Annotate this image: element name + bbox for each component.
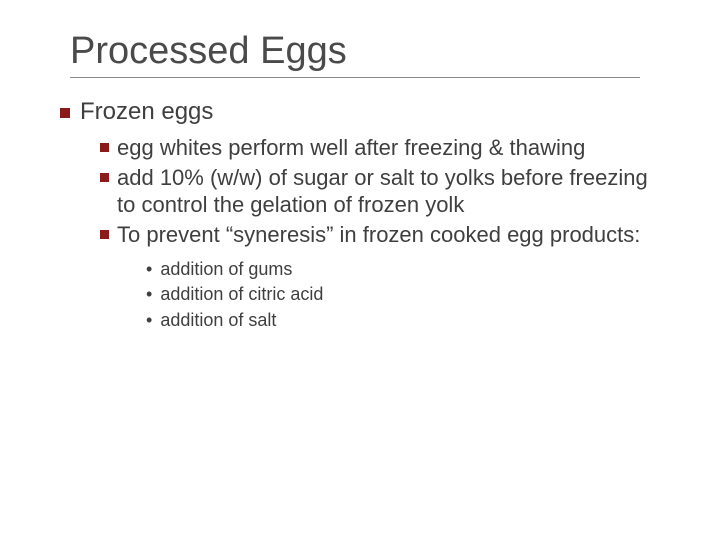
- level3-text: addition of citric acid: [160, 283, 670, 306]
- square-bullet-icon: [100, 173, 109, 182]
- level3-text: addition of gums: [160, 258, 670, 281]
- bullet-level3: • addition of salt: [146, 309, 670, 332]
- dot-bullet-icon: •: [146, 258, 152, 281]
- square-bullet-icon: [100, 143, 109, 152]
- bullet-level3: • addition of gums: [146, 258, 670, 281]
- level2-text: To prevent “syneresis” in frozen cooked …: [117, 221, 670, 249]
- slide-title: Processed Eggs: [70, 30, 670, 73]
- square-bullet-icon: [100, 230, 109, 239]
- title-underline: [70, 77, 640, 78]
- dot-bullet-icon: •: [146, 309, 152, 332]
- bullet-level1: Frozen eggs: [60, 98, 670, 126]
- bullet-level2: egg whites perform well after freezing &…: [100, 134, 670, 162]
- level3-text: addition of salt: [160, 309, 670, 332]
- slide-container: Processed Eggs Frozen eggs egg whites pe…: [0, 0, 720, 364]
- level2-text: add 10% (w/w) of sugar or salt to yolks …: [117, 164, 670, 219]
- square-bullet-icon: [60, 108, 70, 118]
- bullet-level3: • addition of citric acid: [146, 283, 670, 306]
- dot-bullet-icon: •: [146, 283, 152, 306]
- level2-text: egg whites perform well after freezing &…: [117, 134, 670, 162]
- spacer: [60, 250, 670, 258]
- bullet-level2: add 10% (w/w) of sugar or salt to yolks …: [100, 164, 670, 219]
- bullet-level2: To prevent “syneresis” in frozen cooked …: [100, 221, 670, 249]
- level1-text: Frozen eggs: [80, 98, 670, 126]
